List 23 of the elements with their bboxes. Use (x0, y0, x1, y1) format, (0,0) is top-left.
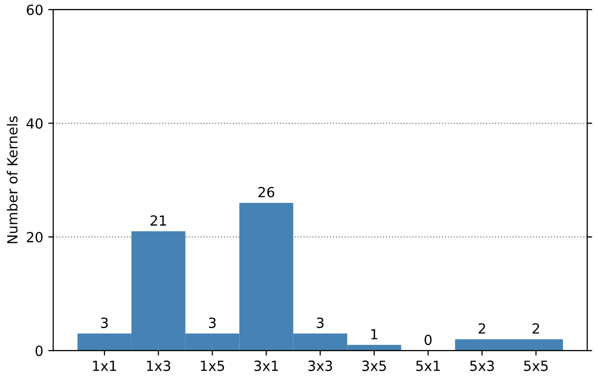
y-axis-title: Number of Kernels (6, 116, 18, 244)
data-label: 2 (478, 323, 486, 334)
data-label: 3 (316, 318, 324, 328)
data-label: 3 (101, 318, 108, 328)
data-label: 1 (371, 329, 378, 340)
x-tick-label: 1x5 (200, 360, 224, 372)
x-tick-label: 3x1 (254, 360, 278, 372)
x-tick-label: 3x5 (362, 360, 386, 372)
data-label: 3 (208, 318, 216, 328)
x-tick-label: 3x3 (308, 360, 332, 372)
y-tick-label: 20 (26, 232, 43, 242)
x-tick-label: 1x3 (146, 360, 170, 372)
y-tick-label: 60 (26, 4, 43, 16)
data-label: 2 (532, 323, 540, 334)
x-tick-label: 5x1 (416, 360, 440, 372)
data-label: 0 (424, 334, 432, 346)
data-label: 26 (258, 186, 274, 198)
data-label: 21 (150, 215, 166, 226)
y-tick-label: 0 (36, 346, 43, 356)
y-tick-label: 40 (26, 118, 43, 129)
x-tick-label: 5x3 (470, 360, 494, 372)
x-tick-label: 1x1 (93, 360, 116, 371)
x-tick-label: 5x5 (524, 360, 548, 372)
